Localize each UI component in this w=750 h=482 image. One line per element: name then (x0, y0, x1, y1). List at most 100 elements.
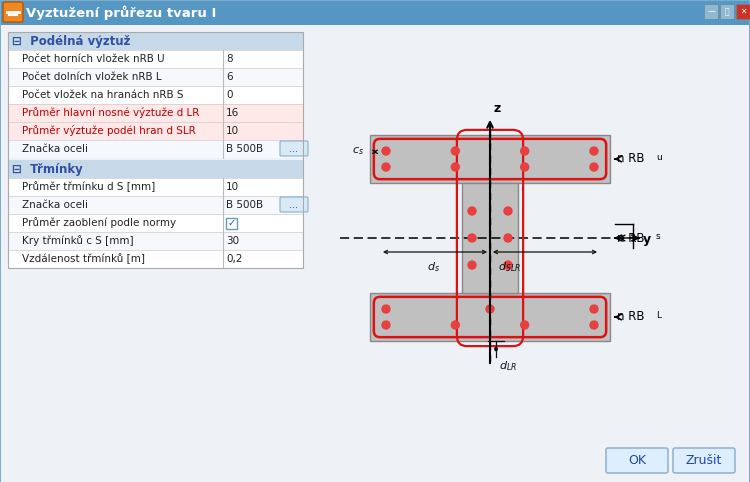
Bar (1, 14, 749, 15)
Circle shape (486, 305, 494, 313)
Bar (8, 122, 303, 140)
Bar (1, 8, 749, 9)
Text: 0,2: 0,2 (226, 254, 242, 264)
Text: 10: 10 (226, 126, 239, 136)
Bar (8, 214, 303, 232)
Text: B 500B: B 500B (226, 144, 263, 154)
Text: $d_s$: $d_s$ (427, 260, 440, 274)
Circle shape (468, 261, 476, 269)
Circle shape (590, 321, 598, 329)
Bar (8, 160, 303, 178)
Circle shape (382, 321, 390, 329)
Text: ...: ... (290, 144, 298, 154)
Text: $d_{SLR}$: $d_{SLR}$ (498, 260, 521, 274)
Bar (1, 24, 749, 25)
Text: Počet dolních vložek nRB L: Počet dolních vložek nRB L (22, 72, 162, 82)
Bar (370, 135, 610, 183)
Circle shape (382, 305, 390, 313)
Text: B 500B: B 500B (226, 200, 263, 210)
Text: z: z (493, 102, 500, 115)
Text: Zrušit: Zrušit (686, 454, 722, 467)
Text: 16: 16 (226, 108, 239, 118)
Circle shape (468, 234, 476, 242)
Text: Vyztužení průřezu tvaru I: Vyztužení průřezu tvaru I (26, 6, 216, 20)
Text: ⬜: ⬜ (724, 7, 729, 16)
Text: OK: OK (628, 454, 646, 467)
Text: 0: 0 (226, 90, 232, 100)
Bar (1, 21, 749, 22)
Text: n RB: n RB (617, 231, 644, 244)
Bar (8, 50, 303, 68)
Bar (1, 9, 749, 10)
Circle shape (452, 163, 459, 171)
Bar (1, 11, 749, 12)
Text: 10: 10 (226, 182, 239, 192)
Bar (1, 17, 749, 18)
Text: Značka oceli: Značka oceli (22, 144, 88, 154)
Bar (462, 183, 518, 293)
Circle shape (590, 163, 598, 171)
Text: Vzdálenost třmínků [m]: Vzdálenost třmínků [m] (22, 254, 145, 265)
Text: n RB: n RB (617, 152, 644, 165)
Text: Průměr třmínku d S [mm]: Průměr třmínku d S [mm] (22, 182, 155, 192)
Bar (1, 3, 749, 4)
Circle shape (520, 321, 529, 329)
Bar (1, 23, 749, 24)
Bar (1, 12, 749, 13)
Bar (8, 196, 303, 214)
Text: Kry třmínků c S [mm]: Kry třmínků c S [mm] (22, 236, 134, 246)
FancyBboxPatch shape (3, 2, 23, 22)
FancyBboxPatch shape (280, 197, 308, 212)
Text: Značka oceli: Značka oceli (22, 200, 88, 210)
Circle shape (590, 147, 598, 155)
Text: 8: 8 (226, 54, 232, 64)
Text: L: L (656, 311, 661, 320)
FancyBboxPatch shape (673, 448, 735, 473)
Circle shape (504, 261, 512, 269)
Text: u: u (656, 153, 662, 162)
Bar (1, 7, 749, 8)
Bar (1, 16, 749, 17)
Bar (1, 1, 749, 25)
Bar (1, 6, 749, 7)
Text: Počet horních vložek nRB U: Počet horních vložek nRB U (22, 54, 165, 64)
Circle shape (382, 147, 390, 155)
Bar (8, 86, 303, 104)
Bar (8, 250, 303, 268)
FancyBboxPatch shape (606, 448, 668, 473)
Text: ⊟  Třmínky: ⊟ Třmínky (12, 162, 82, 175)
Text: Průměr hlavní nosné výztuže d LR: Průměr hlavní nosné výztuže d LR (22, 107, 200, 119)
Bar (1, 10, 749, 11)
Bar (1, 5, 749, 6)
Bar (1, 4, 749, 5)
Bar (8, 68, 303, 86)
Bar (736, 4, 750, 19)
Bar (704, 4, 718, 19)
Bar (1, 18, 749, 19)
Circle shape (520, 147, 529, 155)
Text: $c_s$: $c_s$ (352, 145, 364, 157)
Bar (8, 32, 303, 50)
FancyBboxPatch shape (280, 141, 308, 156)
Text: —: — (707, 7, 715, 16)
Bar (1, 1, 749, 2)
Text: 6: 6 (226, 72, 232, 82)
Bar (1, 22, 749, 23)
Bar (720, 4, 734, 19)
Text: ✕: ✕ (740, 7, 746, 16)
Text: $d_{LR}$: $d_{LR}$ (499, 359, 517, 373)
Circle shape (504, 234, 512, 242)
Text: Průměr výztuže podél hran d SLR: Průměr výztuže podél hran d SLR (22, 125, 196, 136)
Bar (370, 293, 610, 341)
Circle shape (468, 207, 476, 215)
Text: ⊟  Podélná výztuž: ⊟ Podélná výztuž (12, 35, 130, 48)
Circle shape (382, 163, 390, 171)
Text: Počet vložek na hranách nRB S: Počet vložek na hranách nRB S (22, 90, 184, 100)
Text: Průměr zaoblení podle normy: Průměr zaoblení podle normy (22, 217, 176, 228)
Bar (226, 218, 237, 229)
Bar (1, 13, 749, 14)
Bar (1, 2, 749, 3)
Circle shape (504, 207, 512, 215)
Bar (8, 178, 303, 196)
Text: n RB: n RB (617, 310, 644, 323)
